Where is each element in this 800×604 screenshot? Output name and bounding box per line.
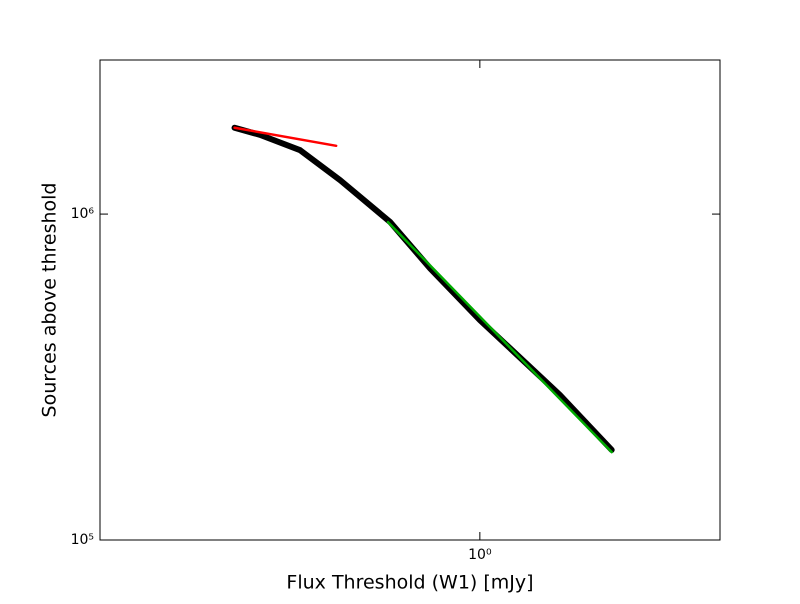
series-line: [233, 126, 338, 148]
plot-frame: [99, 59, 721, 541]
x-tick-label: 10⁰: [468, 547, 492, 563]
series-line: [386, 220, 613, 454]
x-axis-label: Flux Threshold (W1) [mJy]: [286, 572, 533, 594]
series-line: [231, 124, 615, 453]
y-tick-label: 10⁵: [71, 532, 94, 548]
y-axis-label: Sources above threshold: [39, 183, 61, 418]
y-tick-label: 10⁶: [71, 206, 95, 222]
